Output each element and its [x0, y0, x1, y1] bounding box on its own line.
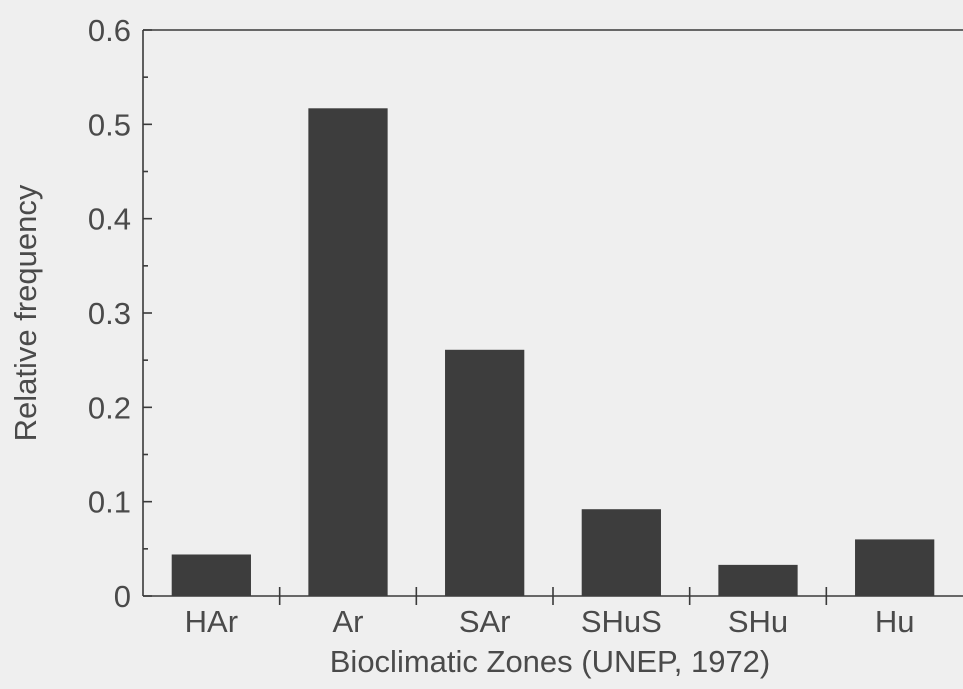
y-tick-label: 0.6 [88, 13, 131, 48]
ticks-layer [143, 29, 828, 605]
x-tick-label: SHuS [581, 604, 662, 639]
x-tick-label: HAr [185, 604, 238, 639]
y-tick-label: 0.5 [88, 107, 131, 142]
bar-shus [581, 509, 661, 596]
x-tick-label: Hu [875, 604, 915, 639]
y-tick-label: 0 [114, 579, 131, 614]
bar-hu [855, 539, 935, 596]
x-tick-label: SHu [728, 604, 788, 639]
y-tick-label: 0.4 [88, 202, 131, 237]
bars-layer [171, 108, 935, 597]
bar-har [171, 554, 251, 596]
y-tick-label: 0.3 [88, 296, 131, 331]
bar-sar [445, 349, 525, 596]
y-tick-label: 0.1 [88, 485, 131, 520]
bar-shu [718, 564, 798, 596]
labels-layer: 0 0.1 0.2 0.3 0.4 0.5 0.6 HAr Ar SAr SHuS SHu Hu [88, 13, 915, 639]
x-tick-label: Ar [333, 604, 364, 639]
bar-ar [308, 108, 388, 597]
y-tick-label: 0.2 [88, 390, 131, 425]
x-tick-label: SAr [459, 604, 511, 639]
y-axis-title: Relative frequency [8, 184, 43, 441]
x-axis-title: Bioclimatic Zones (UNEP, 1972) [330, 644, 771, 679]
